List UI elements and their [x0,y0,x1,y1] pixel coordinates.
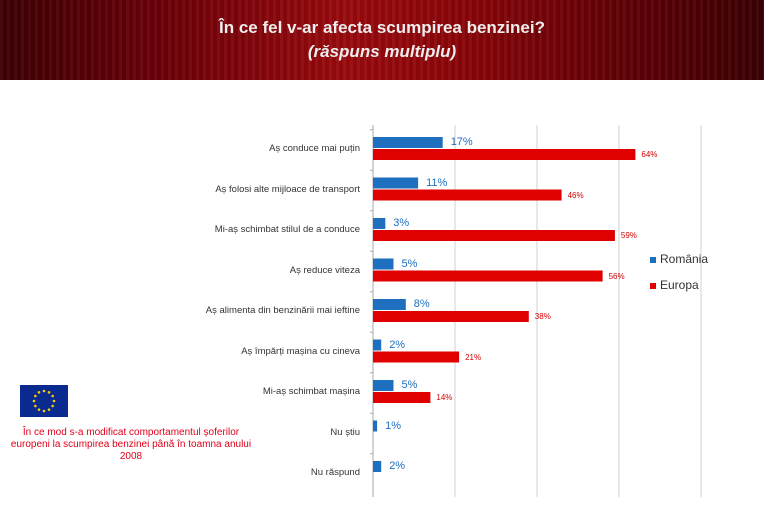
footnote: În ce mod s-a modificat comportamentul ș… [10,427,252,462]
data-label: 46% [567,190,584,200]
flag-star [32,399,36,403]
data-label: 64% [641,150,658,159]
category-label: Mi-aș schimbat mașina [262,386,360,397]
bar-romania [373,177,419,189]
category-label: Aș împărți mașina cu cineva [241,345,360,357]
legend-label: Europa [660,278,699,292]
data-label: 11% [426,176,448,189]
bar-romania [373,258,394,270]
flag-star [42,389,46,393]
flag-star [47,408,51,411]
header-banner [0,0,764,80]
bar-europa [373,189,562,201]
data-label: 21% [465,352,482,362]
data-label: 17% [450,136,473,148]
category-label: Mi-aș schimbat stilul de a conduce [214,224,360,235]
data-label: 56% [608,271,625,281]
chart-title: În ce fel v-ar afecta scumpirea benzinei… [219,18,545,37]
bar-romania [373,339,382,351]
bar-europa [373,351,460,363]
data-label: 8% [413,298,430,310]
category-label: Nu știu [330,426,360,438]
bar-romania [373,420,378,432]
data-label: 59% [620,231,637,240]
legend-item: România [650,252,708,266]
legend-swatch [650,256,656,263]
bar-romania [373,218,386,229]
bar-europa [373,311,529,322]
flag-star [37,408,41,411]
chart-subtitle: (răspuns multiplu) [307,42,457,61]
category-label: Aș alimenta din benzinării mai ieftine [205,305,360,316]
category-label: Nu răspund [310,467,360,478]
category-label: Aș folosi alte mijloace de transport [215,183,360,195]
eu-flag-icon [20,385,68,417]
flag-star [51,404,54,408]
legend-label: România [660,252,709,266]
bar-europa [373,270,603,282]
data-label: 3% [393,217,410,229]
flag-star [47,391,51,394]
data-label: 2% [389,460,406,472]
legend-item: Europa [650,278,699,292]
data-label: 14% [436,393,453,402]
data-label: 5% [401,257,418,270]
data-label: 1% [385,419,401,432]
bar-europa [373,149,636,160]
bar-romania [373,461,382,472]
category-label: Aș conduce mai puțin [269,143,360,154]
data-label: 2% [389,338,406,351]
flag-star [52,399,56,403]
flag-star [34,404,37,408]
bar-romania [373,137,443,148]
flag-star [37,391,41,394]
bar-europa [373,230,615,241]
bar-romania [373,380,394,391]
bar-europa [373,392,431,403]
flag-star [34,394,37,398]
data-label: 5% [401,379,418,391]
category-label: Aș reduce viteza [289,264,360,276]
legend-swatch [650,282,656,289]
flag-star [51,394,54,398]
bar-romania [373,299,406,310]
data-label: 38% [534,312,551,321]
flag-star [42,409,46,413]
